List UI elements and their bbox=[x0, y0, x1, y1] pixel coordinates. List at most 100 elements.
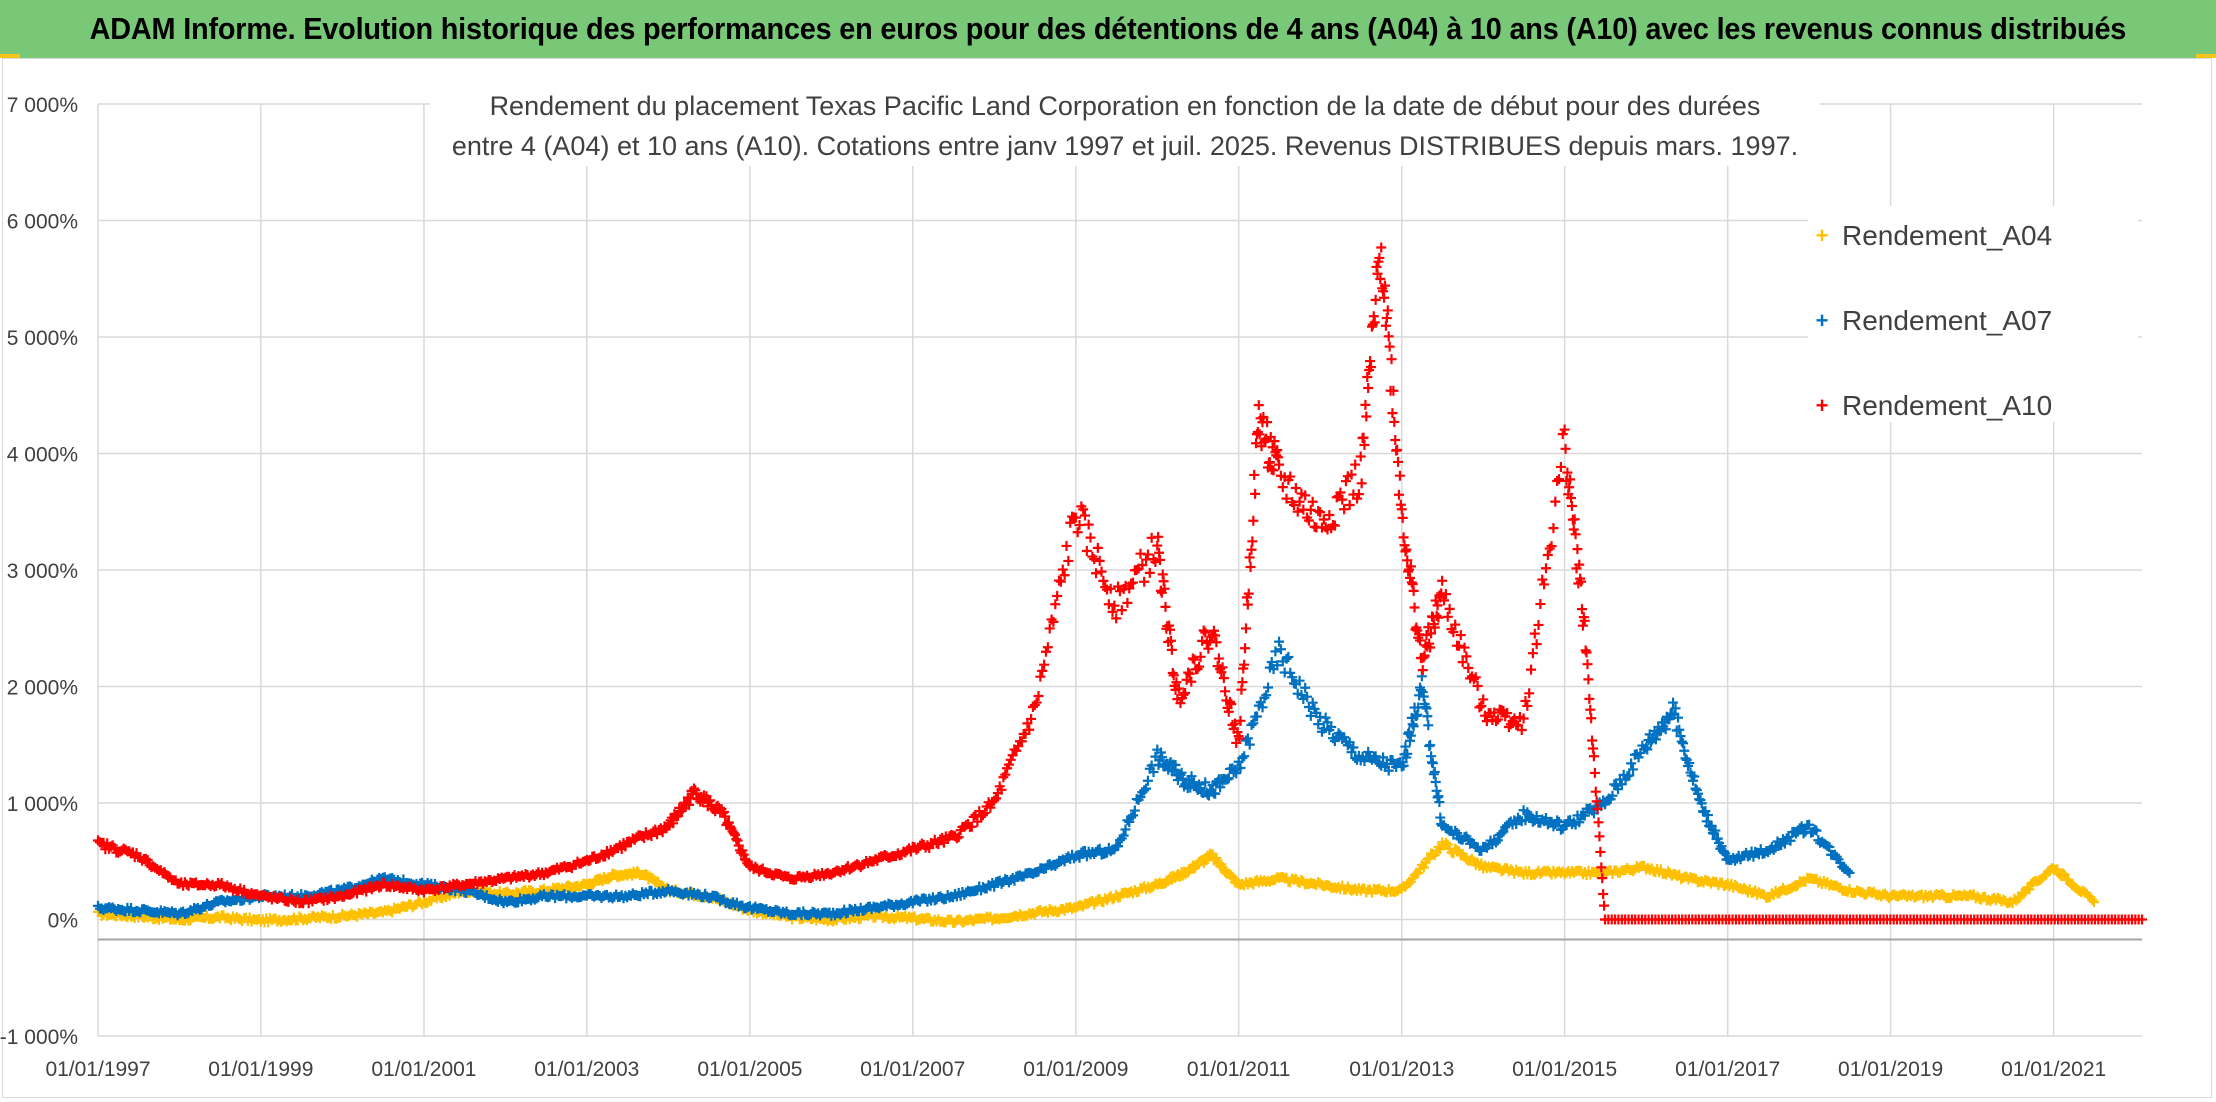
data-point bbox=[1421, 629, 1432, 640]
data-point bbox=[1378, 752, 1389, 763]
legend-label-a04: Rendement_A04 bbox=[1842, 220, 2053, 251]
data-point bbox=[1245, 562, 1256, 573]
data-point bbox=[1641, 742, 1652, 753]
data-point bbox=[1220, 686, 1231, 697]
data-point bbox=[1492, 835, 1503, 846]
data-point bbox=[1579, 615, 1590, 626]
data-point bbox=[1153, 531, 1164, 542]
data-point bbox=[1398, 760, 1409, 771]
data-point bbox=[1384, 341, 1395, 352]
data-point bbox=[1189, 654, 1200, 665]
data-point bbox=[732, 835, 743, 846]
data-point bbox=[1404, 572, 1415, 583]
data-point bbox=[1333, 728, 1344, 739]
x-tick-label: 01/01/2017 bbox=[1675, 1058, 1780, 1081]
data-point bbox=[1359, 439, 1370, 450]
chart-title-line-2: entre 4 (A04) et 10 ans (A10). Cotations… bbox=[451, 131, 1799, 161]
data-point bbox=[1239, 751, 1250, 762]
data-point bbox=[1433, 612, 1444, 623]
data-point bbox=[1180, 687, 1191, 698]
data-point bbox=[1037, 665, 1048, 676]
data-point bbox=[1554, 474, 1565, 485]
x-tick-label: 01/01/2001 bbox=[371, 1058, 476, 1081]
x-tick-label: 01/01/2009 bbox=[1023, 1058, 1128, 1081]
data-point bbox=[1283, 652, 1294, 663]
data-point bbox=[1131, 564, 1142, 575]
data-point bbox=[718, 807, 729, 818]
data-point bbox=[1042, 642, 1053, 653]
data-point bbox=[1566, 500, 1577, 511]
chart-title: Rendement du placement Texas Pacific Lan… bbox=[430, 86, 1820, 166]
data-point bbox=[1287, 672, 1298, 683]
title-banner: ADAM Informe. Evolution historique des p… bbox=[0, 0, 2216, 58]
banner-title: ADAM Informe. Evolution historique des p… bbox=[89, 11, 2127, 46]
data-point bbox=[1370, 751, 1381, 762]
data-point bbox=[1313, 719, 1324, 730]
data-point bbox=[1693, 788, 1703, 799]
x-tick-label: 01/01/2007 bbox=[860, 1058, 965, 1081]
data-point bbox=[1390, 435, 1401, 446]
data-point bbox=[1574, 559, 1585, 570]
data-point bbox=[140, 853, 151, 864]
data-point bbox=[1372, 268, 1383, 279]
data-point bbox=[1235, 715, 1246, 726]
data-point bbox=[1574, 817, 1585, 828]
data-point bbox=[1150, 557, 1161, 568]
data-point bbox=[1409, 602, 1420, 613]
data-point bbox=[1533, 619, 1544, 630]
legend-item-a07[interactable]: + Rendement_A07 bbox=[1808, 301, 2053, 341]
data-point bbox=[1676, 736, 1687, 747]
data-point bbox=[620, 841, 631, 852]
chart-frame bbox=[2, 58, 2212, 1098]
data-point bbox=[1083, 519, 1094, 530]
data-point bbox=[1157, 752, 1168, 763]
data-point bbox=[1397, 512, 1408, 523]
data-point bbox=[1244, 739, 1255, 750]
data-point bbox=[1702, 810, 1713, 821]
data-point bbox=[1626, 758, 1637, 769]
y-tick-label: 4 000% bbox=[7, 444, 78, 467]
data-point bbox=[1348, 742, 1359, 753]
x-tick-label: 01/01/2003 bbox=[534, 1058, 639, 1081]
chart-marks bbox=[93, 242, 2147, 928]
data-point bbox=[1516, 724, 1527, 735]
data-point bbox=[705, 795, 716, 806]
data-point bbox=[1126, 812, 1137, 823]
legend-item-a10[interactable]: + Rendement_A10 bbox=[1808, 386, 2053, 426]
data-point bbox=[1275, 644, 1286, 655]
x-tick-label: 01/01/2005 bbox=[697, 1058, 802, 1081]
data-point bbox=[1554, 816, 1565, 827]
data-point bbox=[1175, 698, 1186, 709]
data-point bbox=[1216, 667, 1227, 678]
data-point bbox=[1565, 474, 1576, 485]
data-point bbox=[1248, 718, 1259, 729]
x-tick-label: 01/01/1999 bbox=[208, 1058, 313, 1081]
data-point bbox=[1452, 828, 1463, 839]
data-point bbox=[1716, 841, 1727, 852]
data-point bbox=[1455, 630, 1466, 641]
data-point bbox=[1459, 642, 1470, 653]
data-point bbox=[1177, 773, 1188, 784]
data-point bbox=[1590, 786, 1601, 797]
data-point bbox=[1379, 292, 1390, 303]
legend-item-a04[interactable]: + Rendement_A04 bbox=[1808, 216, 2053, 256]
data-point bbox=[1401, 544, 1412, 555]
series-rendement-a07 bbox=[93, 636, 1855, 921]
data-point bbox=[1035, 671, 1046, 682]
data-point bbox=[1211, 637, 1222, 648]
data-point bbox=[1337, 494, 1348, 505]
y-tick-label: 0% bbox=[48, 910, 78, 933]
data-point bbox=[1376, 242, 1387, 253]
data-point bbox=[1039, 659, 1050, 670]
data-point bbox=[1568, 524, 1579, 535]
data-point bbox=[1226, 699, 1237, 710]
data-point bbox=[1570, 529, 1581, 540]
data-point bbox=[1243, 588, 1254, 599]
data-point bbox=[1434, 797, 1445, 808]
data-point bbox=[1187, 653, 1198, 664]
data-point bbox=[1203, 643, 1214, 654]
data-point bbox=[1016, 736, 1027, 747]
data-point bbox=[1223, 773, 1234, 784]
data-point bbox=[1356, 478, 1367, 489]
data-point bbox=[1000, 769, 1011, 780]
